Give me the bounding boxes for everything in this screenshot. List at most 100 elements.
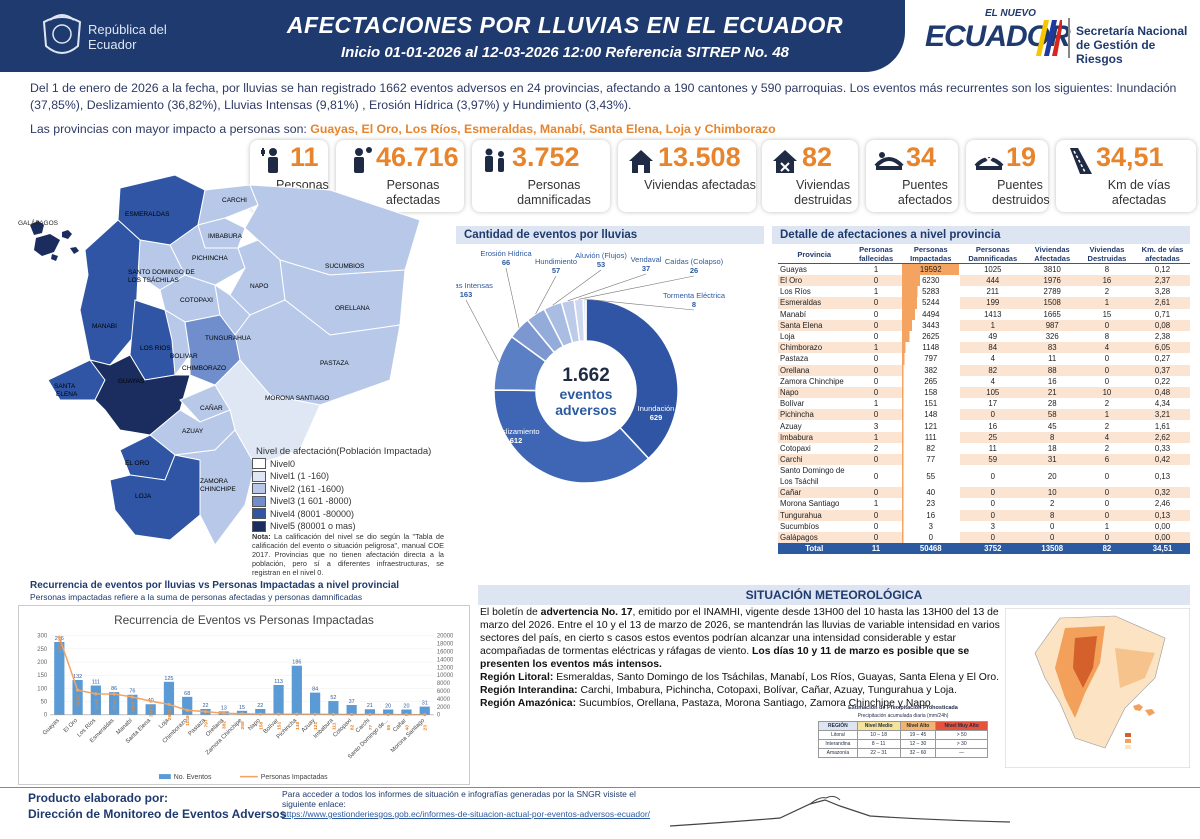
table-cell: 20 bbox=[1047, 471, 1057, 481]
table-cell: 0,42 bbox=[1135, 454, 1190, 466]
table-cell: 2,62 bbox=[1135, 431, 1190, 443]
bar-20 bbox=[419, 706, 430, 715]
prec-cell: 32 – 60 bbox=[899, 748, 937, 758]
table-cell: 28 bbox=[1047, 399, 1057, 409]
line-label-7: 1148 bbox=[185, 715, 191, 726]
table-cell: 121 bbox=[901, 420, 960, 432]
line-label-8: 797 bbox=[203, 719, 209, 727]
line-point-8 bbox=[203, 710, 208, 714]
table-cell: 265 bbox=[901, 375, 960, 387]
flag-stripes-icon bbox=[1036, 20, 1062, 56]
meteo-p1-c: , emitido por el INAMHI, vigente desde 1… bbox=[480, 607, 1000, 657]
ytick-left: 50 bbox=[41, 700, 48, 706]
table-cell: 3810 bbox=[1043, 265, 1061, 274]
table-cell: 10 bbox=[1025, 487, 1079, 499]
table-cell: 0 bbox=[959, 409, 1026, 421]
table-cell: 25 bbox=[959, 431, 1026, 443]
table-row: Los Ríos 1 5283 211 2789 2 3,28 bbox=[778, 286, 1190, 298]
table-cell: 0 bbox=[873, 354, 879, 364]
line-label-17: 77 bbox=[368, 725, 374, 731]
bridge-destroyed-icon bbox=[974, 155, 1004, 170]
svg-text:NAPO: NAPO bbox=[250, 283, 268, 290]
donut-leader-6 bbox=[567, 273, 647, 302]
footer-link[interactable]: https://www.gestionderiesgos.gob.ec/info… bbox=[282, 809, 651, 819]
footer-info-text: Para acceder a todos los informes de sit… bbox=[282, 789, 636, 809]
prec-cell: 12 – 30 bbox=[899, 739, 937, 749]
table-cell: 18 bbox=[1047, 443, 1057, 453]
table-row: Galápagos 0 0 0 0 0 0,00 bbox=[778, 531, 1190, 544]
donut-label-1: Deslizamiento 612 bbox=[492, 427, 539, 445]
meteo-bulletin: advertencia No. 17 bbox=[540, 607, 633, 618]
xtick-1: El Oro bbox=[63, 717, 80, 734]
svg-text:CHINCHIPE: CHINCHIPE bbox=[200, 486, 236, 493]
svg-text:PASTAZA: PASTAZA bbox=[320, 360, 349, 367]
table-cell: 0 bbox=[1078, 487, 1136, 499]
table-cell: 2,38 bbox=[1154, 332, 1171, 342]
bar-3 bbox=[109, 692, 120, 715]
line-label-0: 19592 bbox=[57, 639, 63, 653]
donut-section-header: Cantidad de eventos por lluvias bbox=[456, 226, 764, 244]
prec-header: Nivel Muy Alto bbox=[935, 721, 988, 731]
bar-18 bbox=[383, 709, 394, 715]
table-cell: 2,37 bbox=[1135, 275, 1190, 287]
table-cell: 2625 bbox=[901, 330, 960, 343]
svg-text:ELENA: ELENA bbox=[56, 391, 78, 398]
line-label-20: 23 bbox=[423, 725, 429, 731]
prec-cell: Amazonía bbox=[818, 748, 858, 758]
table-cell: 0,33 bbox=[1154, 443, 1171, 453]
bar-label-1: 132 bbox=[73, 674, 82, 680]
table-cell: 0 bbox=[850, 297, 902, 309]
table-cell: 326 bbox=[1045, 332, 1059, 342]
bar-0 bbox=[54, 641, 65, 715]
legend-bars: No. Eventos bbox=[174, 774, 212, 781]
house-destroyed-icon bbox=[773, 150, 797, 173]
province-table: Provincia Personas fallecidas Personas Imp… bbox=[778, 245, 1190, 555]
table-row: Bolívar 1 151 17 28 2 4,34 bbox=[778, 398, 1190, 410]
table-total-cell: 3752 bbox=[959, 543, 1026, 555]
recurrence-subtitle: Personas impactadas refiere a la suma de… bbox=[30, 592, 363, 602]
line-label-9: 382 bbox=[222, 721, 228, 729]
table-cell: 151 bbox=[901, 398, 960, 410]
bar-label-11: 22 bbox=[257, 703, 263, 709]
footer-volcano-sketch bbox=[670, 795, 1010, 827]
bar-11 bbox=[255, 708, 266, 715]
svg-text:TUNGURAHUA: TUNGURAHUA bbox=[205, 335, 252, 342]
prec-header: REGIÓN bbox=[818, 721, 858, 731]
table-cell: 1976 bbox=[1025, 275, 1079, 287]
header-bar bbox=[0, 0, 905, 72]
table-row: Tungurahua 0 16 0 8 0 0,13 bbox=[778, 509, 1190, 521]
table-cell: 0 bbox=[901, 531, 960, 544]
legend-swatch bbox=[252, 483, 266, 494]
table-cell: 0 bbox=[850, 364, 902, 376]
legend-swatch bbox=[252, 470, 266, 482]
stat-card-3: 13.508 Viviendas afectadas bbox=[618, 140, 756, 212]
line-point-0 bbox=[57, 635, 61, 639]
prec-row: Interandina 8 – 11 12 – 30 > 30 bbox=[818, 739, 988, 749]
table-cell: 111 bbox=[901, 431, 960, 443]
bar-1 bbox=[72, 679, 83, 715]
bar-2 bbox=[90, 685, 101, 715]
meteo-text: El boletín de advertencia No. 17, emitid… bbox=[480, 606, 1000, 710]
xtick-20: Morona Santiago bbox=[390, 717, 427, 754]
table-cell: 16 bbox=[1047, 376, 1057, 386]
bar-label-9: 13 bbox=[221, 705, 227, 711]
table-total-row: Total 11 50468 3752 13508 82 34,51 bbox=[778, 543, 1190, 555]
svg-text:IMBABURA: IMBABURA bbox=[208, 233, 243, 240]
footer-credit-label: Producto elaborado por: bbox=[28, 791, 169, 805]
table-cell: 45 bbox=[1047, 421, 1057, 431]
table-cell: 0 bbox=[1104, 354, 1110, 364]
legend-title: Nivel de afectación(Población Impactada) bbox=[256, 446, 432, 457]
table-cell: 4 bbox=[1078, 431, 1136, 443]
ytick-right: 16000 bbox=[437, 649, 454, 655]
table-cell: 0,13 bbox=[1154, 471, 1171, 481]
table-cell: 10 bbox=[1078, 386, 1136, 399]
prov-zamora bbox=[174, 429, 256, 546]
table-cell: 211 bbox=[986, 287, 999, 297]
line-point-16 bbox=[350, 712, 354, 717]
donut-label-8: Tormenta Eléctrica 8 bbox=[663, 291, 726, 309]
table-cell: 59 bbox=[959, 454, 1026, 466]
legend-label: Nivel1 (1 -160) bbox=[270, 471, 330, 481]
line-label-1: 6230 bbox=[76, 695, 82, 706]
table-cell: 16 bbox=[988, 421, 998, 431]
table-row: Cañar 0 40 0 10 0 0,32 bbox=[778, 487, 1190, 499]
